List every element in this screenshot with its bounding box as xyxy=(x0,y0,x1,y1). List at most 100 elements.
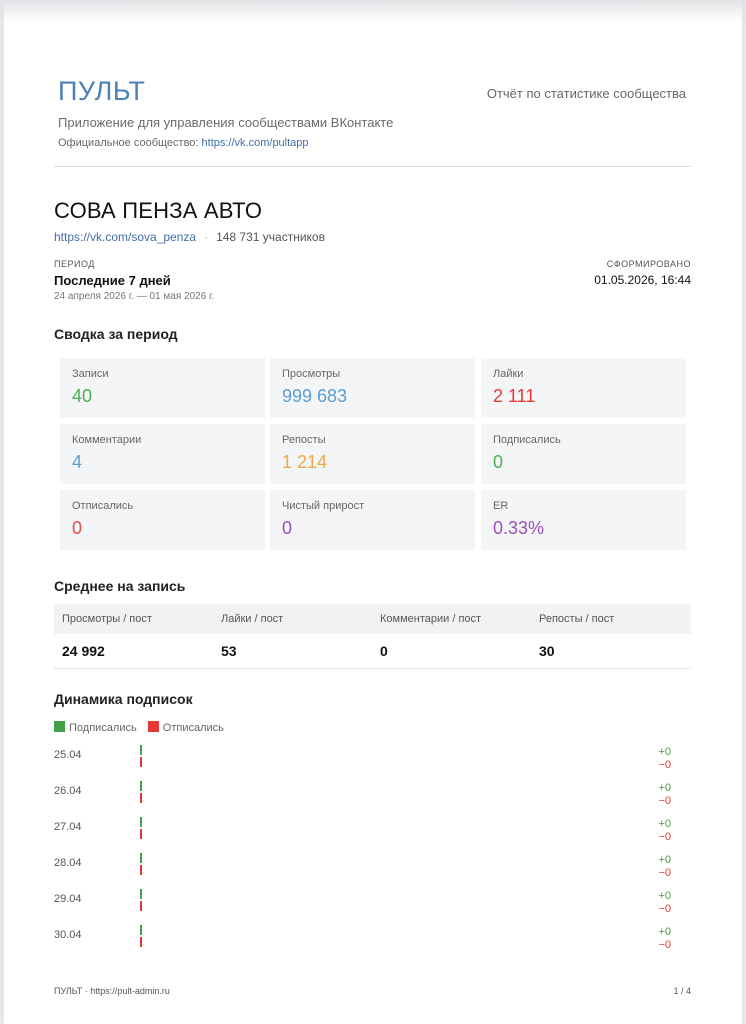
dynamics-row: 27.04 +0 −0 xyxy=(54,817,671,845)
dynamics-row: 25.04 +0 −0 xyxy=(54,745,671,773)
stat-card-label: Репосты xyxy=(282,434,326,446)
stat-card-label: Чистый прирост xyxy=(282,500,365,512)
subscribed-bar xyxy=(140,889,142,899)
subscribed-bar xyxy=(140,925,142,935)
unsubscribed-bar xyxy=(140,829,142,839)
tagline: Приложение для управления сообществами В… xyxy=(58,115,394,130)
avg-header-comments: Комментарии / пост xyxy=(380,613,482,625)
dynamics-title: Динамика подписок xyxy=(54,691,193,707)
period-range: 24 апреля 2026 г. — 01 мая 2026 г. xyxy=(54,291,215,302)
stat-card: Отписались 0 xyxy=(60,490,265,550)
average-table-row: 24 992 53 0 30 xyxy=(54,634,691,669)
unsubscribed-count: −0 xyxy=(658,867,671,879)
dynamics-date: 29.04 xyxy=(54,893,82,905)
stat-card-value: 2 111 xyxy=(493,386,536,406)
stat-card-label: Комментарии xyxy=(72,434,142,446)
stat-card-value: 0 xyxy=(493,452,504,472)
avg-header-likes: Лайки / пост xyxy=(221,613,284,625)
subscribed-count: +0 xyxy=(658,926,671,938)
top-fade xyxy=(0,0,746,22)
subscribed-count: +0 xyxy=(658,782,671,794)
community-link[interactable]: https://vk.com/sova_penza xyxy=(54,230,197,244)
unsubscribed-bar xyxy=(140,901,142,911)
dynamics-row: 29.04 +0 −0 xyxy=(54,889,671,917)
stat-card-label: Подписались xyxy=(493,434,561,446)
avg-value-reposts: 30 xyxy=(539,643,555,659)
avg-value-views: 24 992 xyxy=(62,643,105,659)
subscribed-count: +0 xyxy=(658,854,671,866)
dynamics-legend: Подписались Отписались xyxy=(54,721,224,734)
stat-card-label: Лайки xyxy=(493,368,524,380)
legend-unsubscribed: Отписались xyxy=(147,721,224,734)
legend-swatch-red xyxy=(147,721,159,732)
unsubscribed-count: −0 xyxy=(658,831,671,843)
avg-value-likes: 53 xyxy=(221,643,237,659)
page-number: 1 / 4 xyxy=(673,986,691,996)
brand-logo-text: ПУЛЬТ xyxy=(58,76,146,106)
stat-card: ER 0.33% xyxy=(481,490,686,550)
official-community-link[interactable]: https://vk.com/pultapp xyxy=(201,137,309,149)
footer-site: ПУЛЬТ · https://pult-admin.ru xyxy=(54,986,170,996)
unsubscribed-bar xyxy=(140,865,142,875)
summary-title: Сводка за период xyxy=(54,326,178,342)
legend-unsubscribed-label: Отписались xyxy=(162,722,224,734)
avg-header-views: Просмотры / пост xyxy=(62,613,152,625)
subscribed-bar xyxy=(140,853,142,863)
legend-subscribed-label: Подписались xyxy=(69,722,137,734)
period-value: Последние 7 дней xyxy=(54,273,171,288)
stat-card-value: 0 xyxy=(72,518,83,538)
dynamics-date: 27.04 xyxy=(54,821,82,833)
average-table-header: Просмотры / пост Лайки / пост Комментари… xyxy=(54,604,691,634)
official-prefix: Официальное сообщество: xyxy=(58,137,202,149)
community-name: СОВА ПЕНЗА АВТО xyxy=(54,198,263,223)
generated-label: СФОРМИРОВАНО xyxy=(606,259,691,269)
subscribed-bar xyxy=(140,745,142,755)
stat-card-label: ER xyxy=(493,500,509,512)
official-community: Официальное сообщество: https://vk.com/p… xyxy=(58,137,309,149)
community-meta: https://vk.com/sova_penza · 148 731 участн… xyxy=(54,230,325,244)
dynamics-date: 30.04 xyxy=(54,929,82,941)
stat-card: Подписались 0 xyxy=(481,424,686,484)
subscribed-count: +0 xyxy=(658,746,671,758)
unsubscribed-count: −0 xyxy=(658,759,671,771)
period-label: ПЕРИОД xyxy=(54,259,95,269)
stat-card-value: 1 214 xyxy=(282,452,328,472)
stat-card-value: 999 683 xyxy=(282,386,348,406)
legend-swatch-green xyxy=(54,721,65,732)
meta-separator: · xyxy=(204,230,209,244)
stat-card: Чистый прирост 0 xyxy=(270,490,475,550)
legend-subscribed: Подписались xyxy=(54,721,137,734)
stat-card: Просмотры 999 683 xyxy=(270,358,475,418)
avg-header-reposts: Репосты / пост xyxy=(539,613,615,625)
average-title: Среднее на запись xyxy=(54,578,186,594)
header-divider xyxy=(54,166,691,167)
unsubscribed-bar xyxy=(140,937,142,947)
unsubscribed-bar xyxy=(140,793,142,803)
dynamics-row: 30.04 +0 −0 xyxy=(54,925,671,953)
avg-value-comments: 0 xyxy=(380,643,388,659)
stat-card: Репосты 1 214 xyxy=(270,424,475,484)
stat-card-value: 4 xyxy=(72,452,83,472)
members-count: 148 731 участников xyxy=(216,230,325,244)
subscribed-bar xyxy=(140,817,142,827)
stat-card: Комментарии 4 xyxy=(60,424,265,484)
stat-card-value: 40 xyxy=(72,386,93,406)
unsubscribed-count: −0 xyxy=(658,939,671,951)
stat-card-value: 0.33% xyxy=(493,518,545,538)
dynamics-row: 26.04 +0 −0 xyxy=(54,781,671,809)
generated-value: 01.05.2026, 16:44 xyxy=(594,273,691,287)
average-table: Просмотры / пост Лайки / пост Комментари… xyxy=(54,604,691,669)
unsubscribed-count: −0 xyxy=(658,903,671,915)
dynamics-date: 25.04 xyxy=(54,749,82,761)
stat-card-value: 0 xyxy=(282,518,293,538)
stat-card-label: Просмотры xyxy=(282,368,341,380)
stat-card-label: Записи xyxy=(72,368,109,380)
dynamics-date: 28.04 xyxy=(54,857,82,869)
stat-card-label: Отписались xyxy=(72,500,134,512)
subscribed-bar xyxy=(140,781,142,791)
stat-card: Лайки 2 111 xyxy=(481,358,686,418)
dynamics-row: 28.04 +0 −0 xyxy=(54,853,671,881)
subscribed-count: +0 xyxy=(658,818,671,830)
unsubscribed-bar xyxy=(140,757,142,767)
subscribed-count: +0 xyxy=(658,890,671,902)
